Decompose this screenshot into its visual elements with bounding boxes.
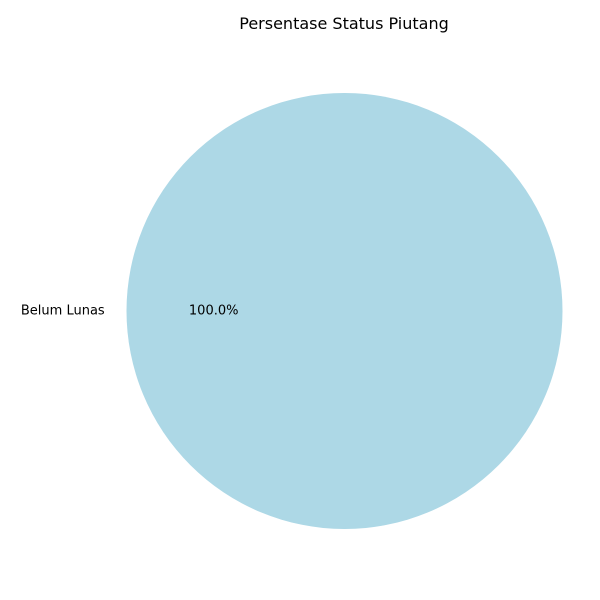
- pie-slices: [126, 93, 563, 529]
- pie-labels: Belum Lunas 100.0%: [21, 304, 239, 319]
- chart-title: Persentase Status Piutang: [239, 14, 449, 33]
- slice-label: Belum Lunas: [21, 304, 105, 319]
- pie-slice-belum-lunas: [126, 93, 563, 529]
- slice-percent-label: 100.0%: [189, 304, 239, 319]
